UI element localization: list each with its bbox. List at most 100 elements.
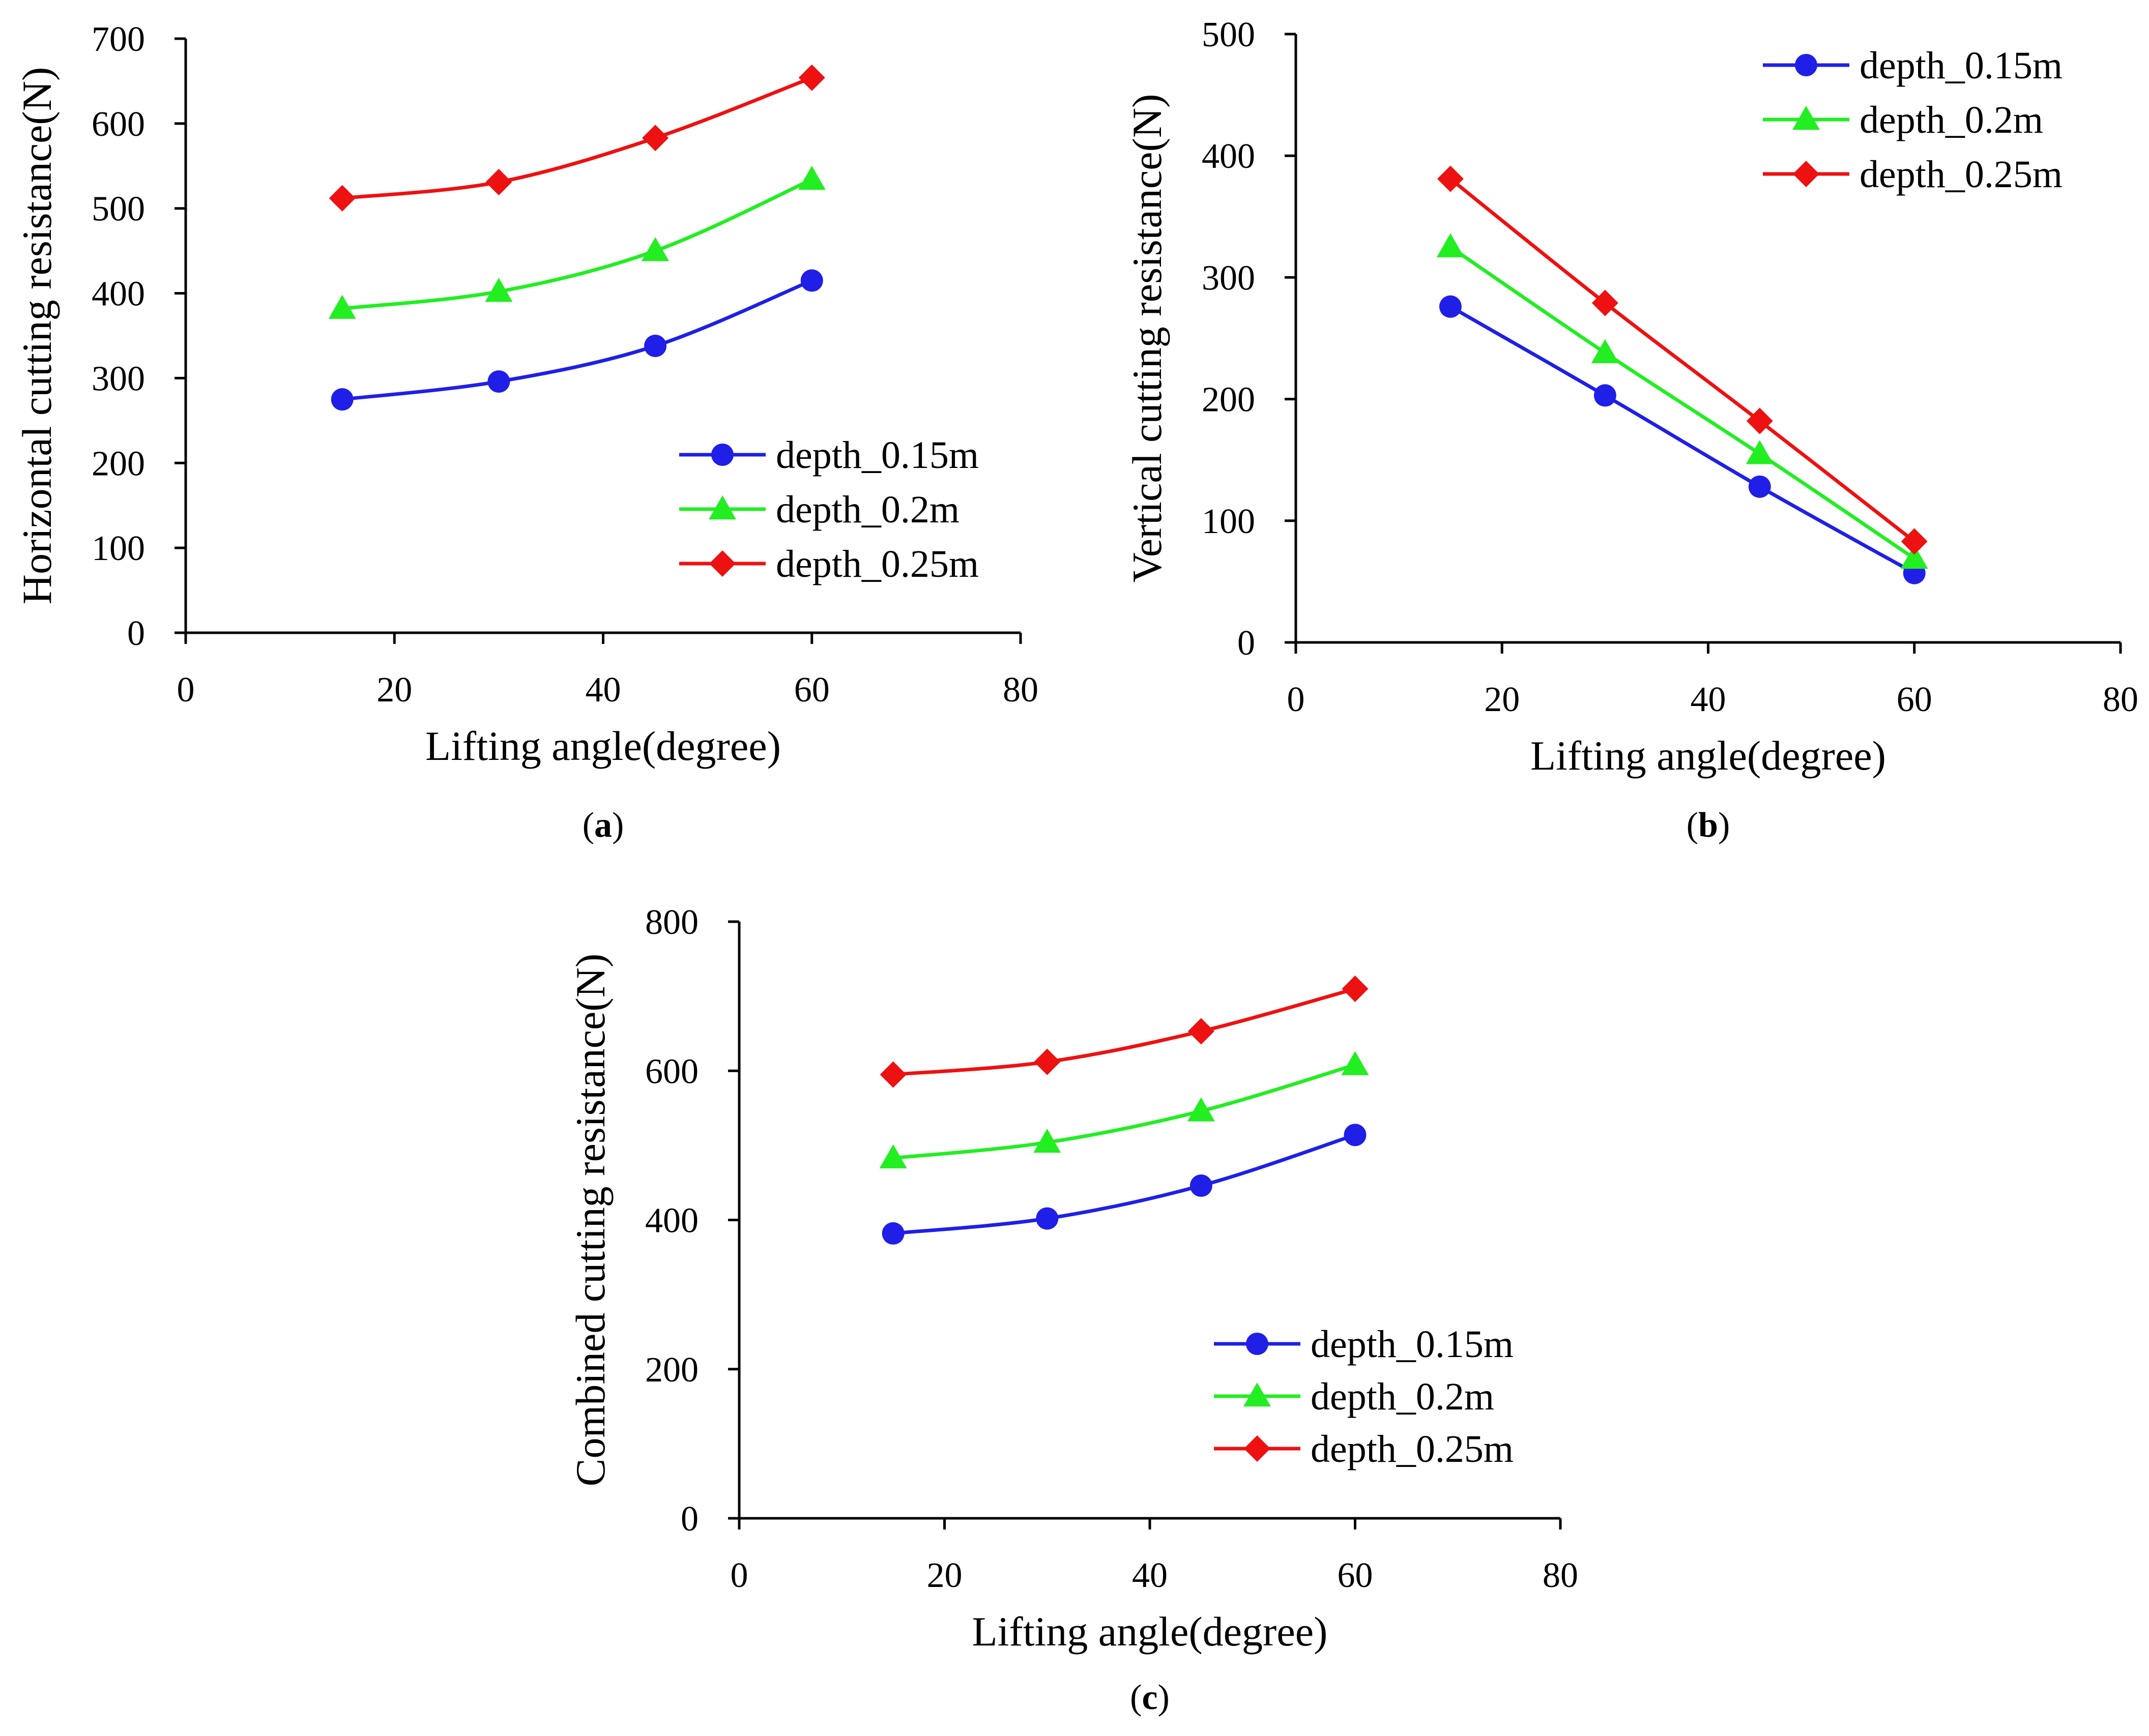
legend-marker: [709, 550, 736, 577]
series-depth_0.2m: [328, 165, 826, 319]
series-depth_0.2m: [879, 1051, 1369, 1169]
x-tick-label: 80: [1543, 1556, 1578, 1595]
y-tick-label: 400: [1202, 137, 1255, 176]
data-point: [1748, 475, 1771, 498]
data-point: [1436, 233, 1464, 257]
y-tick-label: 800: [645, 903, 699, 942]
series-depth_0.2m: [1436, 233, 1928, 569]
x-tick-label: 20: [1484, 680, 1520, 719]
legend-entry-label: depth_0.25m: [776, 543, 979, 585]
series-depth_0.25m: [880, 975, 1369, 1088]
x-tick-label: 0: [1287, 680, 1305, 719]
series-line: [342, 76, 813, 200]
legend-entry-label: depth_0.2m: [776, 488, 960, 531]
series-depth_0.15m: [1439, 295, 1926, 584]
data-point: [798, 165, 826, 190]
y-tick-label: 0: [1237, 624, 1255, 663]
series-line: [893, 987, 1356, 1077]
x-tick-label: 60: [1897, 680, 1932, 719]
x-tick-label: 0: [177, 670, 195, 710]
x-axis-label: Lifting angle(degree): [425, 723, 781, 769]
y-tick-label: 100: [1202, 502, 1255, 541]
chart-b: 0 20 40 60 80 0 100 200 300 400 500 Lifting angle(d…: [1124, 15, 2138, 845]
series-depth_0.15m: [331, 269, 823, 411]
x-tick-label: 0: [731, 1556, 748, 1595]
series-depth_0.15m: [882, 1124, 1367, 1245]
data-point: [328, 295, 356, 319]
x-tick-label: 60: [794, 670, 830, 710]
data-point: [1746, 407, 1773, 434]
data-point: [1437, 165, 1464, 192]
data-point: [1746, 440, 1774, 464]
y-tick-label: 400: [92, 275, 145, 314]
legend: depth_0.15m depth_0.2m depth_0.25m: [1214, 1323, 1514, 1470]
y-tick-label: 300: [92, 359, 145, 398]
series-line: [342, 279, 813, 401]
data-point: [1342, 975, 1369, 1002]
legend-entry-label: depth_0.2m: [1311, 1375, 1494, 1418]
y-tick-label: 200: [92, 444, 145, 483]
x-tick-label: 20: [927, 1556, 963, 1595]
legend-marker: [1246, 1333, 1268, 1355]
data-point: [800, 269, 823, 292]
x-tick-label: 60: [1338, 1556, 1373, 1595]
legend-entry-label: depth_0.2m: [1860, 99, 2043, 141]
y-tick-label: 500: [1202, 15, 1255, 54]
y-axis-label: Combined cutting resistance(N): [567, 954, 614, 1487]
data-point: [1344, 1124, 1367, 1146]
y-tick-label: 0: [681, 1499, 699, 1539]
legend-entry-label: depth_0.15m: [1311, 1323, 1514, 1366]
legend-marker: [1793, 161, 1819, 187]
data-point: [1187, 1018, 1214, 1045]
y-tick-label: 700: [92, 20, 145, 59]
data-point: [1341, 1051, 1369, 1075]
data-point: [1187, 1097, 1215, 1122]
panel-letter: a: [594, 806, 612, 845]
legend-marker: [711, 444, 734, 466]
data-point: [487, 370, 510, 393]
series-line: [893, 1133, 1356, 1235]
y-tick-label: 200: [645, 1350, 699, 1390]
data-point: [1036, 1207, 1059, 1230]
legend-marker: [709, 495, 736, 520]
series-line: [1449, 305, 1915, 575]
x-tick-label: 40: [1691, 680, 1726, 719]
data-point: [644, 335, 667, 358]
data-point: [1591, 289, 1618, 316]
y-tick-label: 600: [645, 1052, 699, 1091]
panel-letter: c: [1142, 1678, 1157, 1717]
y-tick-label: 200: [1202, 380, 1255, 420]
legend-marker: [1792, 106, 1820, 130]
data-point: [642, 237, 670, 261]
legend-entry-label: depth_0.15m: [1860, 44, 2063, 87]
x-tick-label: 40: [1132, 1556, 1168, 1595]
chart-a: 0 20 40 60 80 0 100 200 300 400 500 600 700 Lifting a…: [14, 20, 1038, 845]
data-point: [880, 1061, 907, 1088]
data-point: [1901, 528, 1928, 555]
x-tick-label: 20: [376, 670, 412, 710]
legend-entry-label: depth_0.15m: [776, 434, 979, 477]
y-tick-label: 100: [92, 529, 145, 568]
data-point: [642, 125, 669, 152]
x-tick-label: 40: [586, 670, 621, 710]
legend-marker: [1795, 54, 1817, 76]
y-tick-label: 600: [92, 105, 145, 144]
x-axis-label: Lifting angle(degree): [972, 1608, 1328, 1655]
y-axis-label: Vertical cutting resistance(N): [1124, 94, 1170, 583]
panel-letter: b: [1698, 806, 1718, 845]
data-point: [1189, 1174, 1212, 1197]
y-tick-label: 0: [127, 614, 145, 653]
data-point: [879, 1144, 907, 1169]
y-tick-label: 300: [1202, 258, 1255, 298]
x-tick-label: 80: [2103, 680, 2138, 719]
series-line: [342, 178, 813, 311]
data-point: [882, 1222, 905, 1245]
data-point: [1593, 384, 1616, 407]
series-line: [893, 1063, 1356, 1160]
data-point: [1591, 339, 1619, 363]
data-point: [331, 388, 354, 411]
y-axis-label: Horizontal cutting resistance(N): [14, 67, 60, 605]
legend-entry-label: depth_0.25m: [1860, 153, 2063, 196]
